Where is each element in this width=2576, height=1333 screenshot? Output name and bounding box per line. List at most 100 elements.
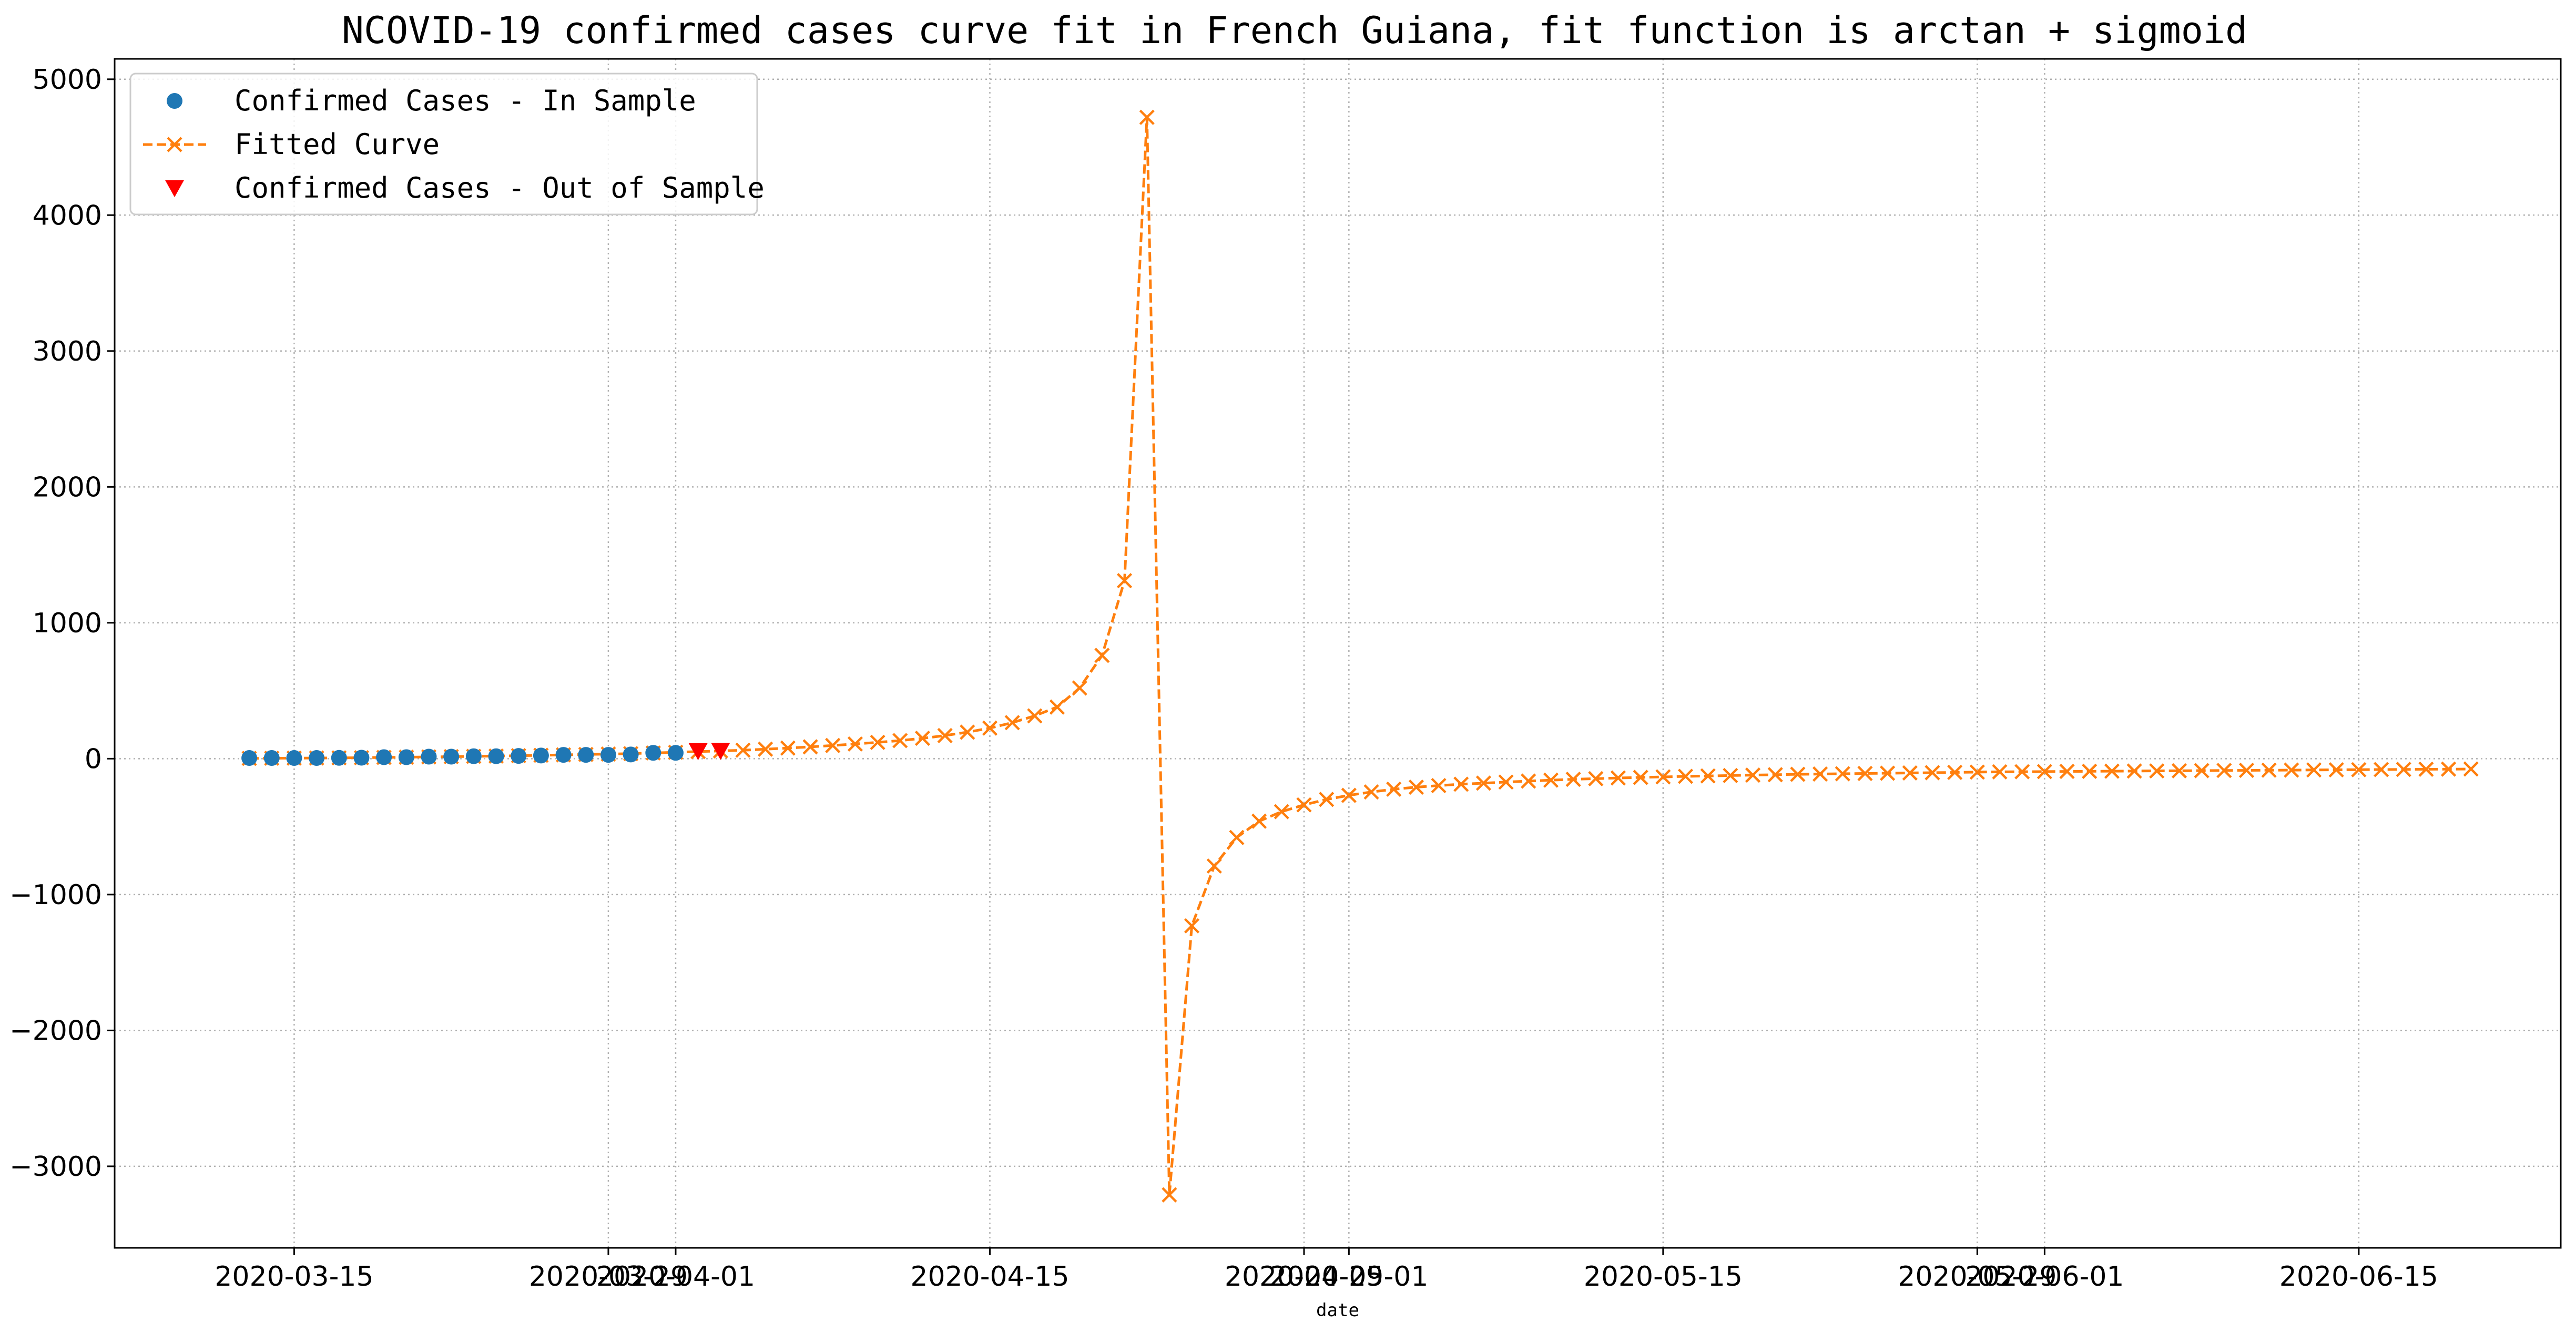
data-point [2441,761,2457,777]
legend-label: Confirmed Cases - In Sample [235,84,696,117]
data-point [2171,763,2187,778]
data-point [1072,680,1087,696]
data-point [2306,762,2322,778]
data-point [1475,775,1492,791]
x-tick-label: 2020-03-29 [529,1261,688,1293]
y-tick-label: 1000 [33,608,102,639]
data-point [1162,1187,1177,1203]
data-point [711,743,730,760]
y-tick-label: 2000 [33,471,102,503]
data-point [1521,773,1536,789]
x-tick-label: 2020-05-01 [1269,1261,1428,1293]
data-point [1857,765,1873,782]
legend: Confirmed Cases - In Sample Fitted Curve C… [129,73,765,216]
data-point [667,745,684,761]
data-point [511,748,527,764]
data-point [578,747,594,763]
x-tick-label: 2020-05-29 [1898,1261,2056,1293]
data-point [2014,764,2030,780]
data-point [2284,762,2299,778]
data-point [2328,762,2344,778]
y-tick-label: 5000 [33,64,102,96]
data-point [421,748,437,765]
data-point [1543,772,1559,788]
data-point [1498,774,1514,790]
data-point [1116,573,1133,589]
data-point [2037,764,2052,780]
legend-label: Fitted Curve [235,128,440,161]
data-point [735,742,751,758]
data-point [1184,918,1200,934]
legend-marker [167,93,182,109]
data-point [758,741,773,757]
data-point [1363,784,1379,800]
data-point [1835,766,1850,782]
data-point [1925,765,1940,781]
data-point [1004,715,1020,731]
data-point [2463,761,2479,777]
x-tick-label: 2020-04-15 [910,1261,1069,1293]
data-point [802,739,818,755]
fitted-curve-line [249,117,2471,1195]
data-point [2059,764,2075,780]
y-tick-label: 4000 [33,200,102,231]
data-point [488,748,504,764]
series-2 [688,743,730,761]
data-point [1588,771,1604,786]
data-point [1767,767,1783,783]
ticks: −3000 −2000 −1000 0 1000 2000 3000 4000 5000 2020… [9,64,2438,1293]
data-point [286,750,302,766]
data-point [2238,762,2255,778]
legend-box [129,73,758,216]
series-0 [241,745,684,766]
legend-marker [167,137,182,152]
legend-item: Confirmed Cases - Out of Sample [165,171,765,204]
legend-marker [165,180,184,198]
data-point [1880,765,1896,781]
data-point [937,727,953,743]
data-point [600,747,616,763]
data-point [2351,762,2367,777]
data-point [398,749,414,765]
data-point [1790,766,1806,782]
data-point [688,743,708,761]
data-point [1745,767,1761,783]
data-point [2418,761,2434,777]
data-point [376,749,392,765]
x-tick-label: 2020-06-15 [2279,1261,2438,1293]
data-point [1677,768,1694,784]
data-point [1341,787,1357,803]
data-point [555,747,572,763]
x-tick-label: 2020-06-01 [1965,1261,2124,1293]
data-point [982,720,998,736]
data-point [1633,770,1648,785]
data-point [2194,763,2210,778]
data-point [2082,763,2098,779]
data-point [2126,763,2142,779]
data-point [914,730,931,746]
data-point [1139,109,1155,125]
x-tick-label: 2020-03-15 [215,1261,373,1293]
x-tick-label: 2020-05-15 [1584,1261,1743,1293]
data-point [1206,858,1222,874]
data-point [2104,763,2120,779]
x-axis-label: date [1316,1300,1359,1321]
data-point [2396,762,2411,777]
legend-item: Fitted Curve [143,128,440,161]
data-point [780,740,796,756]
data-point [1947,764,1963,781]
y-tick-label: 3000 [33,336,102,367]
data-point [1386,781,1402,797]
data-point [960,724,975,740]
y-tick-label: −1000 [9,879,102,911]
data-point [1992,764,2008,780]
data-point [443,748,460,765]
data-point [892,733,908,748]
data-point [1027,708,1043,724]
data-point [1408,780,1424,795]
data-point [2373,762,2389,777]
data-point [1565,772,1581,787]
y-tick-label: −2000 [9,1015,102,1047]
data-point [1229,829,1245,845]
data-point [241,750,258,766]
